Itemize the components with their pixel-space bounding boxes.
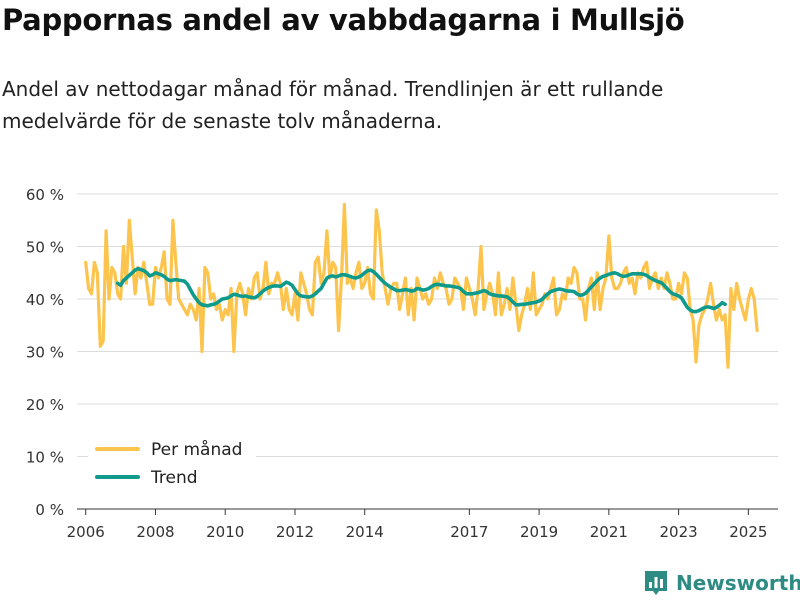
x-tick-label: 2017 — [450, 523, 488, 541]
y-tick-label: 50 % — [26, 239, 64, 257]
legend-label: Trend — [150, 468, 198, 488]
brand-name: Newsworthy — [676, 571, 800, 595]
x-tick-label: 2008 — [136, 523, 174, 541]
y-tick-label: 20 % — [26, 396, 64, 414]
brand-logo[interactable]: Newsworthy — [643, 566, 800, 600]
x-tick-label: 2023 — [660, 523, 698, 541]
x-tick-label: 2025 — [729, 523, 767, 541]
x-tick-label: 2019 — [520, 523, 558, 541]
x-tick-label: 2021 — [590, 523, 628, 541]
y-tick-label: 40 % — [26, 291, 64, 309]
x-tick-label: 2010 — [206, 523, 244, 541]
x-tick-label: 2012 — [276, 523, 314, 541]
newsworthy-logo-icon — [645, 571, 667, 595]
y-tick-label: 30 % — [26, 344, 64, 362]
y-tick-label: 10 % — [26, 449, 64, 467]
legend-label: Per månad — [151, 439, 242, 460]
monthly-series-line — [84, 202, 759, 369]
chart-title: Pappornas andel av vabbdagarna i Mullsjö — [2, 3, 685, 37]
y-tick-label: 60 % — [26, 186, 64, 204]
y-tick-label: 0 % — [35, 501, 64, 519]
legend-background — [88, 433, 256, 493]
trend-series-line — [115, 266, 727, 314]
x-tick-label: 2006 — [67, 523, 105, 541]
chart-subtitle: Andel av nettodagar månad för månad. Tre… — [2, 77, 664, 133]
x-tick-label: 2014 — [346, 523, 384, 541]
